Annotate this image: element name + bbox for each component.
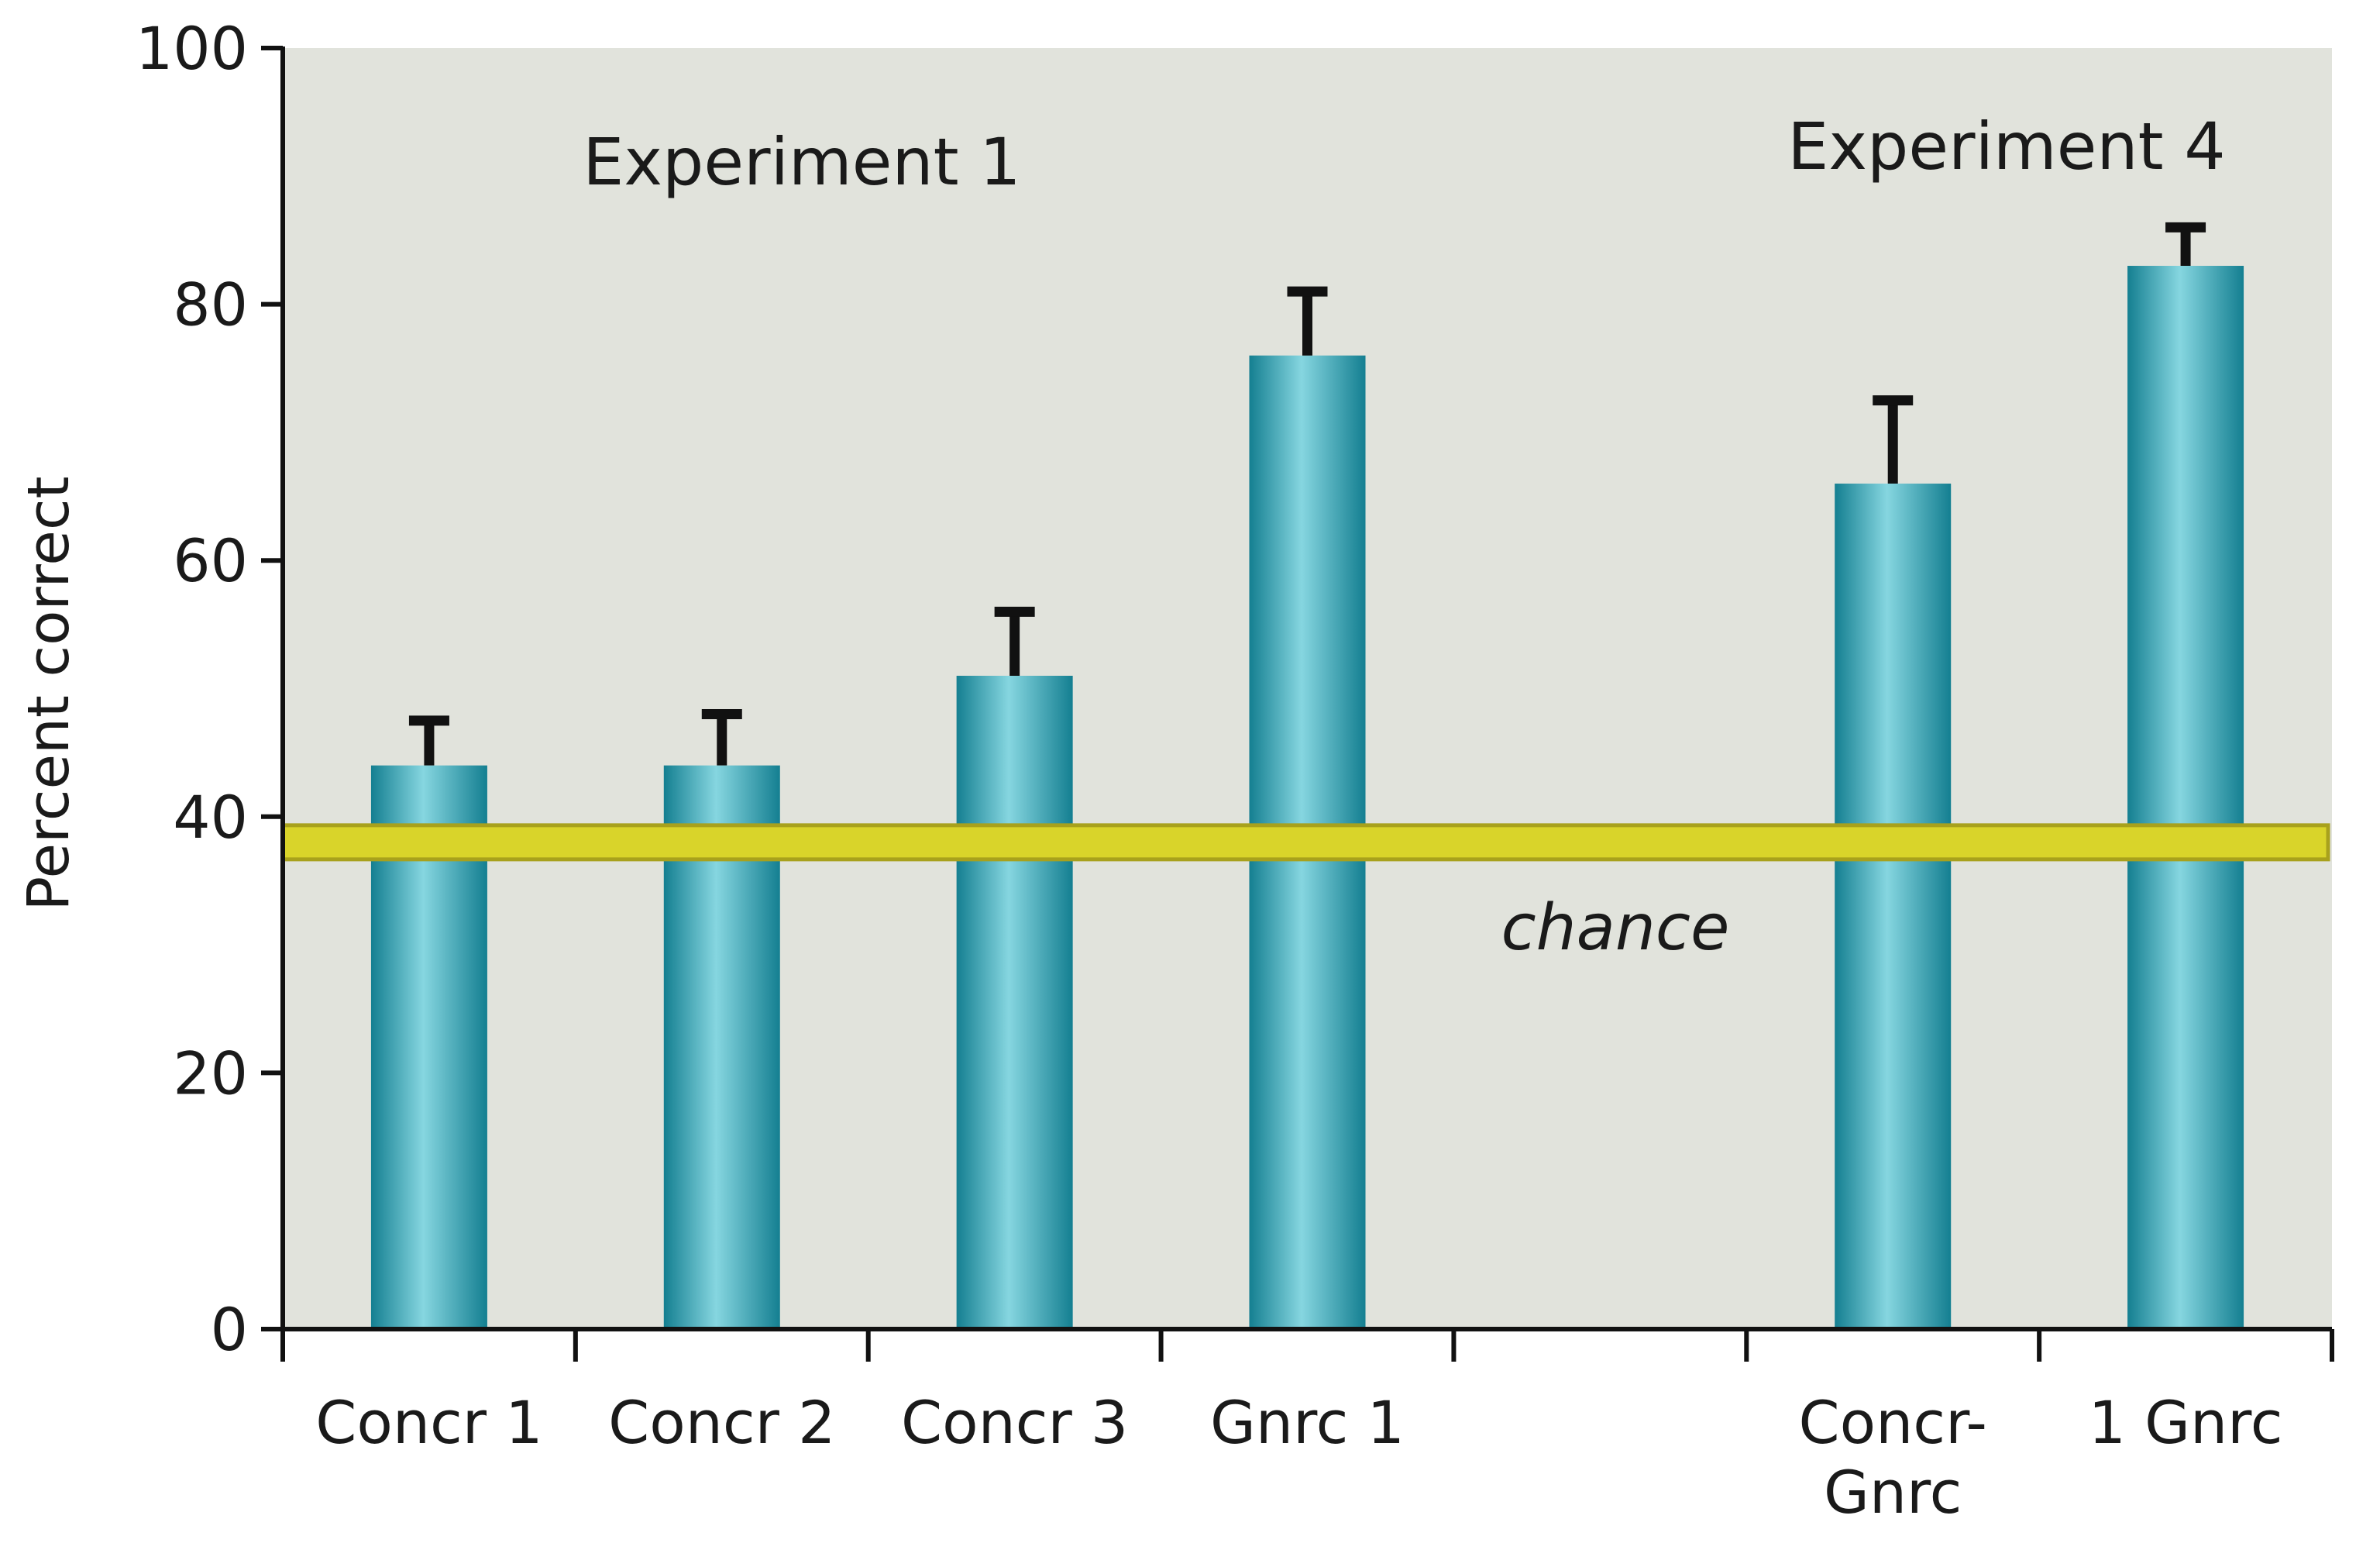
y-tick-label-5: 100 — [136, 14, 248, 83]
chance-label: chance — [1501, 891, 1730, 965]
bar-5 — [2127, 266, 2244, 1329]
y-tick-label-0: 0 — [211, 1295, 248, 1364]
chance-line — [280, 823, 2330, 862]
category-label-3: Gnrc 1 — [1210, 1388, 1405, 1457]
y-tick-label-1: 20 — [173, 1038, 248, 1107]
category-label-1: Concr 2 — [608, 1388, 835, 1457]
y-tick-label-4: 80 — [173, 270, 248, 339]
y-tick-label-2: 40 — [173, 783, 248, 852]
y-tick-label-3: 60 — [173, 526, 248, 595]
y-axis-title: Percent correct — [15, 476, 82, 911]
category-label-0: Concr 1 — [315, 1388, 542, 1457]
experiment-4-label: Experiment 4 — [1787, 108, 2225, 184]
category-label-4: Concr-Gnrc — [1799, 1388, 1987, 1527]
bar-4 — [1835, 484, 1952, 1329]
experiment-1-label: Experiment 1 — [583, 124, 1020, 200]
category-label-2: Concr 3 — [901, 1388, 1128, 1457]
category-label-5: 1 Gnrc — [2089, 1388, 2283, 1457]
bar-2 — [956, 675, 1073, 1329]
